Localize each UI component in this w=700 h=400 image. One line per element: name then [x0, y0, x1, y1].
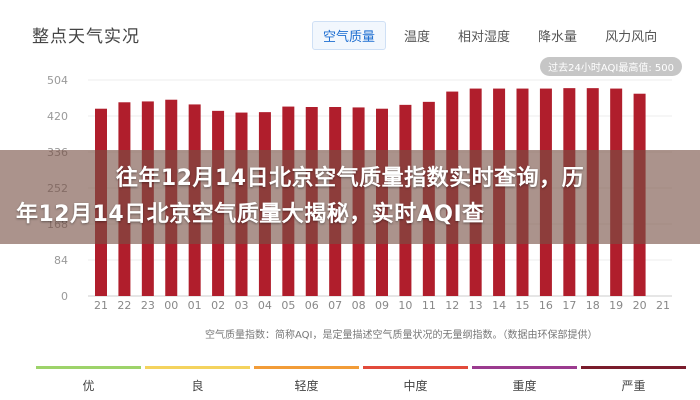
aqi-level-color-bar: [472, 366, 577, 369]
headline-line-1: 往年12月14日北京空气质量指数实时查询，历: [115, 166, 585, 191]
aqi-level-label: 重度: [512, 379, 537, 393]
x-tick-label: 11: [422, 299, 436, 312]
tab-wind[interactable]: 风力风向: [605, 29, 658, 45]
x-tick-label: 20: [633, 299, 647, 312]
aqi-level-moderate: 中度: [363, 366, 468, 400]
y-tick-label: 84: [54, 254, 68, 267]
tab-precipitation[interactable]: 降水量: [538, 29, 578, 45]
y-tick-label: 504: [47, 74, 68, 87]
x-tick-label: 12: [445, 299, 459, 312]
aqi-level-label: 优: [82, 379, 95, 393]
aqi-level-label: 中度: [403, 379, 428, 393]
aqi-level-severe: 严重: [581, 366, 686, 400]
x-tick-label: 01: [188, 299, 202, 312]
page-title: 整点天气实况: [32, 27, 140, 47]
x-tick-label: 18: [586, 299, 600, 312]
x-tick-label: 04: [258, 299, 272, 312]
x-tick-label: 14: [492, 299, 506, 312]
x-axis-tick-labels: 21 22 23 00 01 02 03 04 05 06 07 08 09 10 11 12 13 14 15 16…: [94, 299, 670, 312]
x-tick-label: 02: [211, 299, 225, 312]
tab-humidity[interactable]: 相对湿度: [458, 29, 511, 45]
x-tick-label: 22: [117, 299, 131, 312]
aqi-level-label: 轻度: [294, 379, 319, 393]
x-tick-label: 10: [398, 299, 412, 312]
aqi-level-excellent: 优: [36, 366, 141, 400]
metric-tabs: 空气质量 温度 相对湿度 降水量 风力风向: [312, 20, 675, 50]
aqi-level-light: 轻度: [254, 366, 359, 400]
aqi-level-color-bar: [36, 366, 141, 369]
y-tick-label: 0: [61, 290, 68, 303]
x-tick-label: 17: [562, 299, 576, 312]
aqi-level-scale: 优 良 轻度 中度 重度 严重: [36, 366, 686, 400]
aqi-level-color-bar: [363, 366, 468, 369]
x-tick-label: 13: [469, 299, 483, 312]
y-tick-label: 420: [47, 110, 68, 123]
headline-line-2: 年12月14日北京空气质量大揭秘，实时AQI查: [16, 202, 485, 227]
x-tick-label: 19: [609, 299, 623, 312]
aqi-level-color-bar: [254, 366, 359, 369]
x-tick-label: 07: [328, 299, 342, 312]
x-tick-label: 08: [352, 299, 366, 312]
aqi-level-label: 严重: [621, 379, 646, 393]
headline-banner: 往年12月14日北京空气质量指数实时查询，历 年12月14日北京空气质量大揭秘，…: [0, 150, 700, 244]
x-tick-label: 06: [305, 299, 319, 312]
x-tick-label: 16: [539, 299, 553, 312]
aqi-level-good: 良: [145, 366, 250, 400]
x-tick-label: 09: [375, 299, 389, 312]
x-tick-label: 21: [94, 299, 108, 312]
aqi-level-color-bar: [581, 366, 686, 369]
x-tick-label: 00: [164, 299, 178, 312]
x-tick-label: 15: [516, 299, 530, 312]
tab-air-quality[interactable]: 空气质量: [312, 20, 387, 50]
aqi-level-color-bar: [145, 366, 250, 369]
aqi-footnote: 空气质量指数：简称AQI，是定量描述空气质量状况的无量纲指数。（数据由环保部提供…: [205, 330, 598, 341]
max-aqi-badge: 过去24小时AQI最高值: 500: [540, 57, 682, 76]
x-tick-label: 03: [235, 299, 249, 312]
x-tick-label: 21: [656, 299, 670, 312]
tab-temperature[interactable]: 温度: [404, 29, 431, 45]
x-tick-label: 23: [141, 299, 155, 312]
aqi-level-label: 良: [191, 379, 204, 393]
x-tick-label: 05: [281, 299, 295, 312]
aqi-level-heavy: 重度: [472, 366, 577, 400]
